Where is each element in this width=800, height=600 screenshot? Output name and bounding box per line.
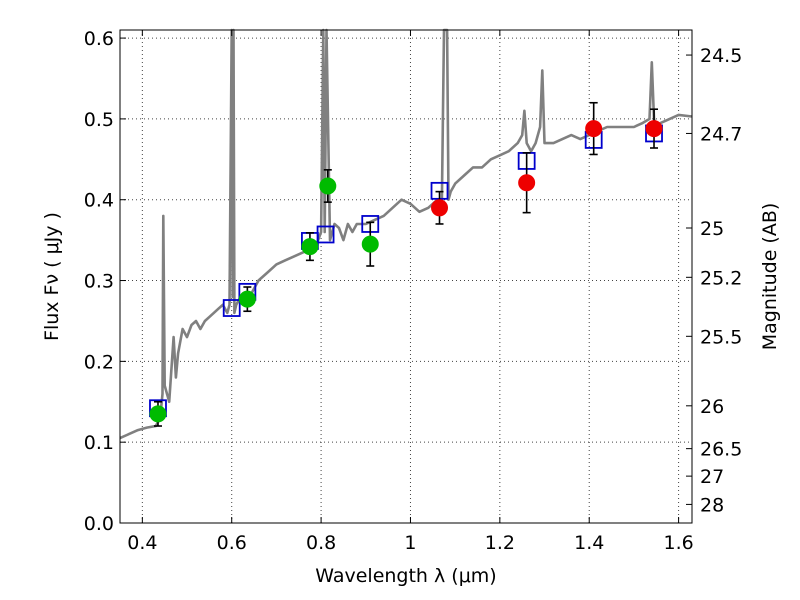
y-tick-label: 0.0 <box>84 513 114 535</box>
data-point <box>361 235 379 253</box>
data-layer <box>119 28 693 440</box>
data-point <box>518 174 536 192</box>
tick-layer <box>120 30 692 524</box>
spectrum-line <box>119 28 693 440</box>
y-tick-label: 0.3 <box>84 271 114 293</box>
data-point <box>431 199 449 217</box>
model-square <box>316 225 335 244</box>
right-tick-label: 25 <box>700 218 724 240</box>
data-point <box>319 177 337 195</box>
y-tick-label: 0.6 <box>84 28 114 50</box>
x-tick-label: 1.4 <box>574 532 604 554</box>
y-tick-label: 0.4 <box>84 190 114 212</box>
y-tick-label: 0.2 <box>84 351 114 373</box>
y-axis-title: Flux Fν ( μJy ) <box>41 212 63 341</box>
right-tick-label: 25.2 <box>700 267 742 289</box>
data-point <box>149 405 167 423</box>
right-tick-label: 28 <box>700 494 724 516</box>
data-point <box>238 290 256 308</box>
plot-frame <box>119 29 693 524</box>
x-tick-label: 0.4 <box>127 532 157 554</box>
right-axis-title: Magnitude (AB) <box>759 203 781 351</box>
right-tick-label: 27 <box>700 466 724 488</box>
x-tick-label: 0.6 <box>217 532 247 554</box>
y-tick-label: 0.5 <box>84 109 114 131</box>
model-square <box>222 299 241 317</box>
right-tick-label: 24.5 <box>700 45 742 67</box>
data-point <box>301 238 319 256</box>
label-layer: 0.4 0.6 0.8 1 1.2 1.4 1.6 0.0 0.1 0.2 0.3 0.4 0.5 0.6… <box>84 28 743 554</box>
right-tick-label: 26.5 <box>700 439 742 461</box>
x-tick-label: 0.8 <box>306 532 336 554</box>
right-tick-label: 25.5 <box>700 326 742 348</box>
x-tick-label: 1 <box>404 532 416 554</box>
x-tick-label: 1.6 <box>663 532 693 554</box>
right-tick-label: 24.7 <box>700 123 742 145</box>
data-point <box>585 120 603 138</box>
right-tick-label: 26 <box>700 396 724 418</box>
y-tick-label: 0.1 <box>84 432 114 454</box>
x-tick-label: 1.2 <box>485 532 515 554</box>
data-point <box>645 120 663 138</box>
x-axis-title: Wavelength λ (μm) <box>315 565 496 587</box>
